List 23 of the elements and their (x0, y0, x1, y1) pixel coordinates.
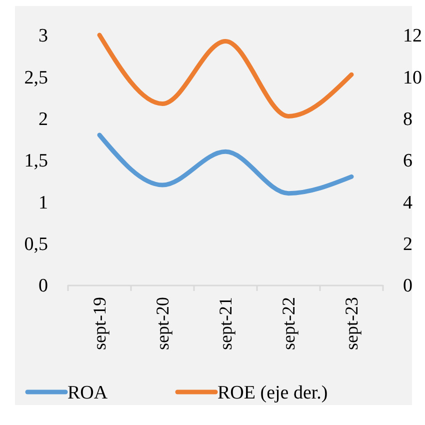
y2-tick-label: 0 (403, 276, 412, 297)
y-tick-label: 0,5 (24, 234, 48, 255)
legend-label: ROA (68, 382, 108, 404)
y2-tick-label: 6 (403, 150, 412, 172)
line-series (97, 132, 354, 196)
y2-tick-label: 2 (403, 234, 412, 255)
y2-tick-label: 4 (403, 192, 413, 214)
y-tick-label: 1,5 (24, 150, 48, 172)
y-tick-label: 0 (38, 276, 48, 297)
y-tick-label: 3 (38, 26, 48, 47)
x-tick-label: sept-20 (152, 297, 172, 350)
line-series (97, 32, 354, 118)
y-tick-label: 2 (38, 108, 48, 130)
y2-tick-label: 8 (403, 108, 412, 130)
y2-tick-label: 10 (403, 67, 422, 88)
x-tick-label: sept-21 (216, 297, 236, 350)
x-tick-label: sept-19 (90, 297, 110, 350)
y-tick-label: 2,5 (24, 67, 48, 88)
x-tick-label: sept-23 (342, 297, 362, 350)
y2-tick-label: 12 (403, 26, 422, 47)
x-tick-label: sept-22 (278, 297, 298, 350)
legend-label: ROE (eje der.) (218, 382, 328, 404)
y-tick-label: 1 (38, 192, 48, 214)
